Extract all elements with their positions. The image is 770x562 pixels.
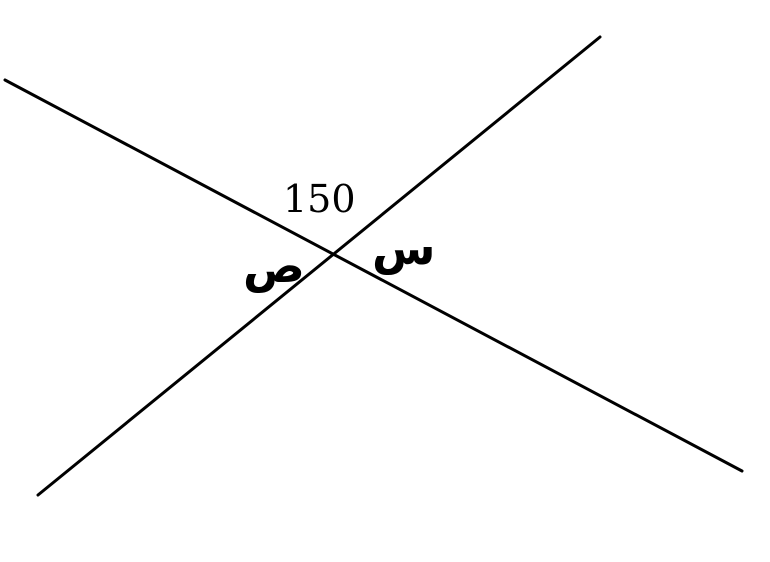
angle-label-seen: س [372, 221, 435, 275]
angle-label-sad: ص [243, 239, 305, 293]
angle-label-150: 150 [283, 177, 356, 221]
descending-line [3, 78, 744, 473]
ascending-line [36, 35, 602, 497]
